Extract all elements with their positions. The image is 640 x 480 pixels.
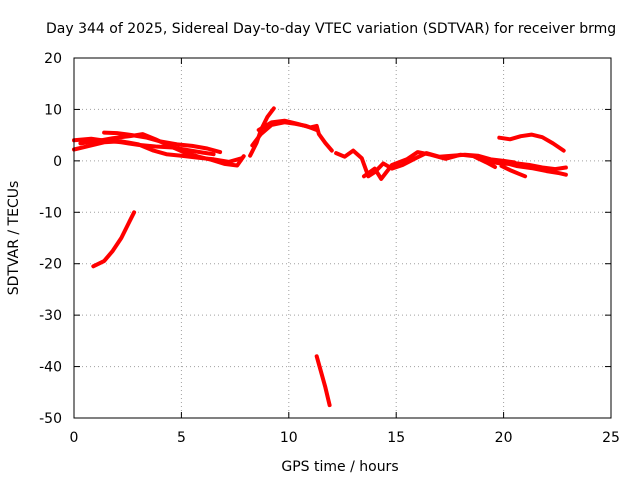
x-tick-label: 25 xyxy=(602,430,620,446)
series-track-12 xyxy=(475,156,568,172)
series-track-5 xyxy=(91,210,137,269)
series-track-10 xyxy=(334,148,517,179)
data-series xyxy=(72,106,568,408)
series-track-13 xyxy=(497,132,566,153)
series-track-11 xyxy=(362,150,497,181)
y-tick-label: -50 xyxy=(39,411,62,427)
y-tick-label: -10 xyxy=(39,205,62,221)
series-track-14 xyxy=(501,160,568,177)
series-track-15 xyxy=(499,164,528,179)
grid-lines xyxy=(73,57,612,419)
y-tick-label: 0 xyxy=(53,154,62,170)
x-tick-label: 10 xyxy=(280,430,298,446)
plot-frame xyxy=(73,57,612,419)
x-tick-label: 5 xyxy=(177,430,186,446)
y-axis-label: SDTVAR / TECUs xyxy=(6,181,22,296)
series-track-4 xyxy=(78,132,246,168)
axis-ticks: 0 5 10 15 20 25 -50 -40 -30 -20 -10 0 10 20 xyxy=(39,51,620,446)
series-track-9 xyxy=(314,354,332,408)
x-tick-label: 15 xyxy=(387,430,405,446)
y-tick-label: -20 xyxy=(39,257,62,273)
series-track-8 xyxy=(256,118,334,153)
y-tick-label: -30 xyxy=(39,308,62,324)
x-axis-label: GPS time / hours xyxy=(281,459,398,475)
chart-title: Day 344 of 2025, Sidereal Day-to-day VTE… xyxy=(46,21,616,37)
x-tick-label: 0 xyxy=(70,430,79,446)
y-tick-label: 20 xyxy=(44,51,62,67)
y-tick-label: 10 xyxy=(44,102,62,118)
y-tick-label: -40 xyxy=(39,360,62,376)
x-tick-label: 20 xyxy=(495,430,513,446)
